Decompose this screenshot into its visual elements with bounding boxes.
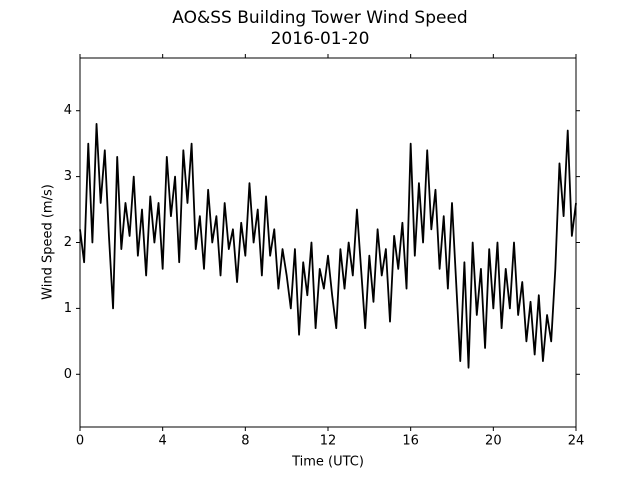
chart-subtitle: 2016-01-20 (271, 29, 370, 49)
x-tick-label: 12 (320, 434, 337, 449)
y-tick-label: 0 (64, 367, 72, 382)
x-tick-label: 8 (241, 434, 249, 449)
y-tick-label: 1 (64, 301, 72, 316)
x-tick-label: 16 (402, 434, 419, 449)
chart-title: AO&SS Building Tower Wind Speed (172, 8, 467, 28)
x-tick-label: 0 (76, 434, 84, 449)
x-tick-label: 20 (485, 434, 502, 449)
data-line (79, 122, 577, 369)
y-tick-label: 4 (64, 103, 72, 118)
x-tick-label: 4 (159, 434, 167, 449)
x-tick-label: 24 (568, 434, 585, 449)
x-axis-label: Time (UTC) (291, 455, 364, 470)
y-tick-label: 3 (64, 169, 72, 184)
y-tick-label: 2 (64, 235, 72, 250)
y-axis-label: Wind Speed (m/s) (41, 184, 56, 300)
